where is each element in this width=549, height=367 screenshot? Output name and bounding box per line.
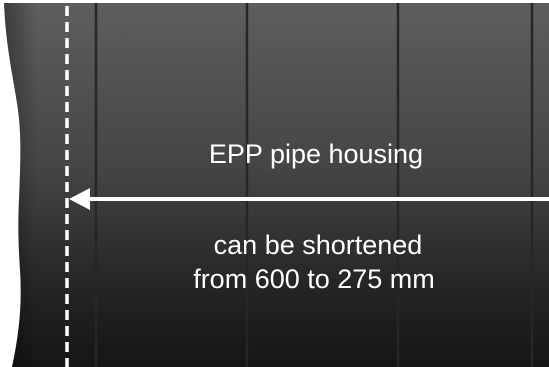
housing-title: EPP pipe housing bbox=[208, 139, 424, 169]
shorten-note-line-2: from 600 to 275 mm bbox=[193, 264, 435, 294]
pipe-body-shade bbox=[4, 3, 549, 367]
shorten-note-line-1: can be shortened bbox=[213, 230, 423, 260]
shorten-arrow-head bbox=[69, 188, 90, 210]
